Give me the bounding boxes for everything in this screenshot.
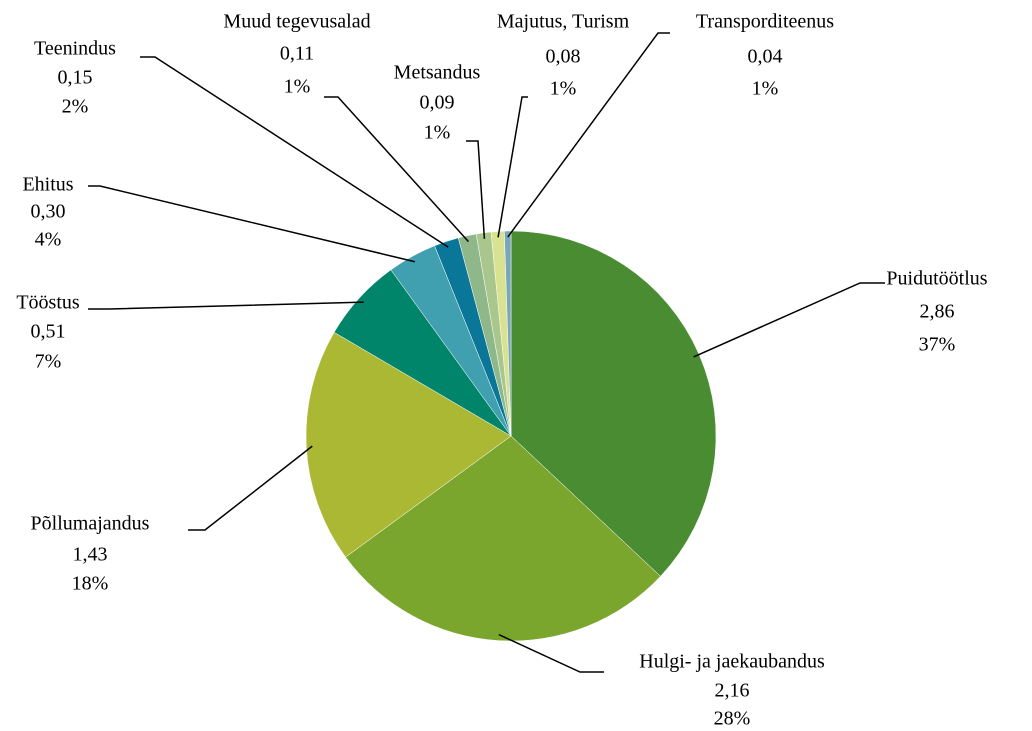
slice-label: Puidutöötlus <box>886 268 987 290</box>
percent-label: 2% <box>62 96 89 118</box>
leader-line <box>466 140 486 239</box>
slice-label: Tööstus <box>16 292 80 314</box>
leader-line <box>693 282 885 358</box>
slice-label: Ehitus <box>22 174 73 196</box>
percent-label: 1% <box>550 78 577 100</box>
slice-label: Majutus, Turism <box>497 11 630 33</box>
value-label: 0,15 <box>58 67 93 89</box>
slice-label: Muud tegevusalad <box>223 11 370 33</box>
leader-line <box>188 445 313 531</box>
percent-label: 7% <box>35 351 62 373</box>
pie-slice <box>345 435 661 642</box>
value-label: 0,04 <box>748 46 783 68</box>
slice-label: Põllumajandus <box>31 513 150 535</box>
leader-line <box>88 185 416 263</box>
percent-label: 1% <box>424 122 451 144</box>
value-label: 0,30 <box>31 201 66 223</box>
value-label: 2,16 <box>715 680 750 702</box>
percent-label: 1% <box>284 76 311 98</box>
percent-label: 1% <box>752 78 779 100</box>
percent-label: 18% <box>72 573 109 595</box>
leader-line <box>324 96 470 243</box>
slice-label: Hulgi- ja jaekaubandus <box>639 651 825 673</box>
pie-slice <box>305 331 512 558</box>
leader-line <box>88 301 364 310</box>
pie-slice <box>504 230 512 437</box>
value-label: 2,86 <box>920 301 955 323</box>
slice-label: Metsandus <box>394 62 481 84</box>
leader-line <box>507 32 670 238</box>
value-label: 1,43 <box>73 544 108 566</box>
percent-label: 4% <box>35 229 62 251</box>
leader-line <box>497 96 528 238</box>
value-label: 0,09 <box>420 92 455 114</box>
slice-label: Teenindus <box>34 38 116 60</box>
leader-line <box>140 56 449 248</box>
slice-label: Transporditeenus <box>696 11 834 33</box>
leader-line <box>498 633 604 673</box>
percent-label: 28% <box>714 708 751 730</box>
percent-label: 37% <box>919 334 956 356</box>
value-label: 0,11 <box>280 43 314 65</box>
value-label: 0,08 <box>546 46 581 68</box>
value-label: 0,51 <box>31 321 66 343</box>
